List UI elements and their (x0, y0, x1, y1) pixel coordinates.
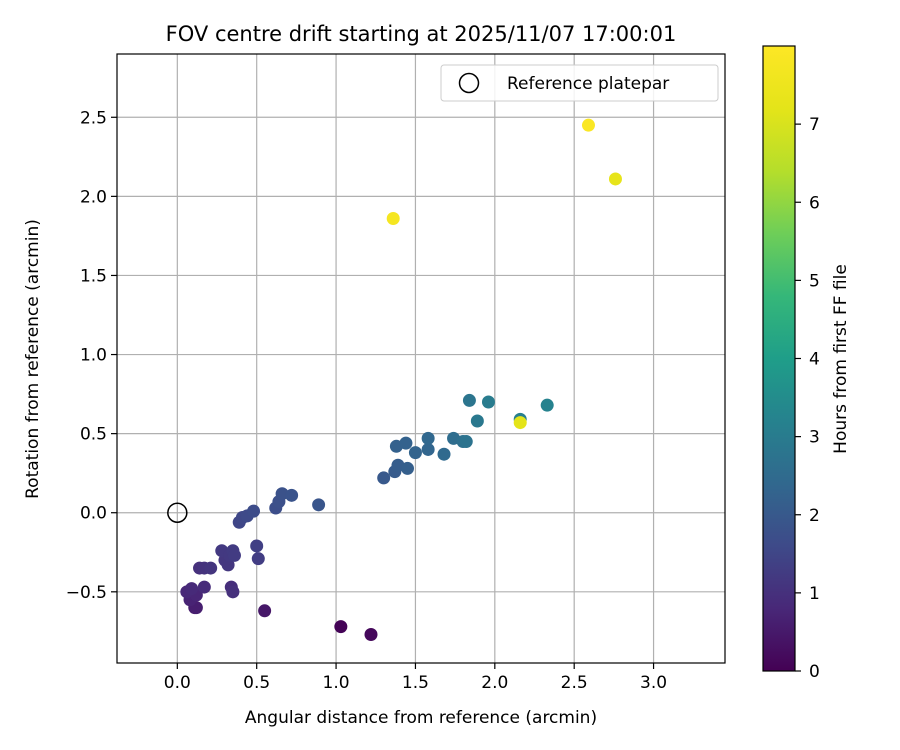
legend-label-reference: Reference platepar (507, 74, 669, 94)
scatter-point (421, 442, 435, 456)
plot-frame (116, 53, 726, 664)
scatter-point (226, 585, 240, 599)
colorbar-tick-label: 2 (809, 506, 820, 526)
scatter-point (386, 212, 400, 226)
scatter-point (377, 471, 391, 485)
scatter-point (185, 582, 199, 596)
scatter-point (251, 552, 265, 566)
scatter-point (258, 604, 272, 618)
colorbar-label: Hours from first FF file (831, 264, 851, 454)
scatter-point (197, 580, 211, 594)
y-tick-label: 1.5 (80, 266, 107, 286)
x-tick-label: 1.5 (402, 673, 429, 693)
y-tick-label: 2.5 (80, 108, 107, 128)
x-tick-label: 1.0 (323, 673, 350, 693)
y-tick-label: 0.5 (80, 425, 107, 445)
scatter-point (250, 539, 264, 553)
scatter-point (401, 461, 415, 475)
legend-marker-reference (458, 72, 480, 94)
y-tick-label: −0.5 (66, 583, 107, 603)
scatter-point (334, 620, 348, 634)
y-axis: −0.5 0.0 0.5 1.0 1.5 2.0 2.5 (66, 108, 117, 603)
scatter-point (459, 435, 473, 449)
x-axis-label: Angular distance from reference (arcmin) (245, 708, 597, 728)
y-tick-label: 2.0 (80, 187, 107, 207)
scatter-point (608, 172, 622, 186)
scatter-point (399, 436, 413, 450)
scatter-point (581, 118, 595, 132)
scatter-point (204, 561, 218, 575)
colorbar-tick-label: 3 (809, 428, 820, 448)
x-axis: 0.0 0.5 1.0 1.5 2.0 2.5 3.0 (164, 663, 667, 693)
x-tick-label: 0.0 (164, 673, 191, 693)
y-tick-label: 1.0 (80, 346, 107, 366)
scatter-points (180, 118, 622, 642)
colorbar-tick-label: 0 (809, 662, 820, 682)
colorbar-ticks: 0 1 2 3 4 5 6 7 (795, 115, 820, 682)
scatter-point (421, 431, 435, 445)
scatter-point (364, 628, 378, 642)
scatter-point (462, 393, 476, 407)
legend-frame (440, 64, 719, 102)
y-tick-label: 0.0 (80, 504, 107, 524)
reference-platepar-marker (167, 502, 188, 523)
scatter-point (285, 488, 299, 502)
colorbar: 0 1 2 3 4 5 6 7 Hours from first FF file (762, 45, 851, 682)
colorbar-tick-label: 5 (809, 271, 820, 291)
colorbar-tick-label: 4 (809, 350, 820, 370)
colorbar-gradient (762, 45, 796, 672)
x-tick-label: 0.5 (243, 673, 270, 693)
x-tick-label: 2.5 (561, 673, 588, 693)
scatter-point (481, 395, 495, 409)
colorbar-tick-label: 7 (809, 115, 820, 135)
scatter-point (540, 398, 554, 412)
chart-title: FOV centre drift starting at 2025/11/07 … (166, 22, 677, 46)
x-tick-label: 3.0 (640, 673, 667, 693)
legend: Reference platepar (440, 64, 719, 102)
scatter-point (437, 447, 451, 461)
grid (117, 54, 725, 663)
scatter-point (247, 504, 261, 518)
colorbar-tick-label: 1 (809, 584, 820, 604)
y-axis-label: Rotation from reference (arcmin) (23, 219, 43, 499)
x-tick-label: 2.0 (481, 673, 508, 693)
scatter-point (513, 416, 527, 430)
scatter-point (470, 414, 484, 428)
scatter-point (408, 446, 422, 460)
scatter-point (312, 498, 326, 512)
scatter-point (227, 548, 241, 562)
colorbar-tick-label: 6 (809, 193, 820, 213)
